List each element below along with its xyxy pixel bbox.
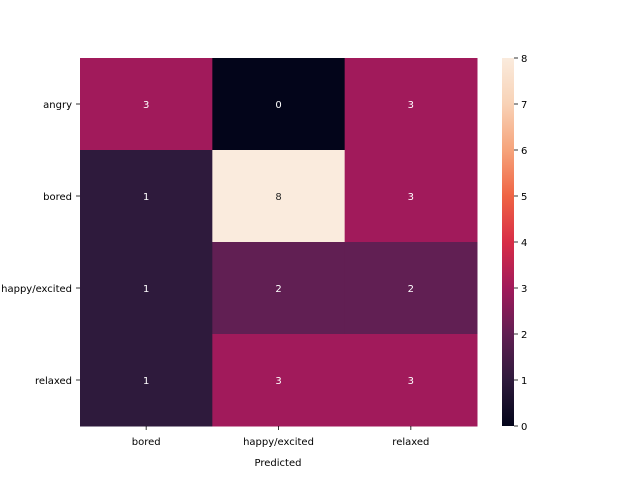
heatmap-cell [344,150,478,243]
colorbar-tick-label: 0 [521,422,527,433]
colorbar-tick-label: 2 [521,330,527,341]
cell-value: 1 [143,284,149,295]
cell-value: 1 [143,192,149,203]
heatmap-cell [80,58,213,151]
cell-value: 3 [143,100,149,111]
y-tick-label: angry [43,100,72,111]
x-axis-label: Predicted [255,458,302,469]
cell-value: 3 [275,376,281,387]
cell-value: 3 [408,192,414,203]
heatmap-cell [212,58,346,151]
heatmap-cell [80,242,213,335]
x-axis: bored happy/excited relaxed [132,426,429,448]
colorbar-tick-label: 7 [521,100,527,111]
cell-value: 2 [275,284,281,295]
colorbar-tick-label: 6 [521,146,527,157]
y-tick-label: happy/excited [1,284,72,295]
heatmap-cell [344,334,478,427]
heatmap-cells [80,58,478,427]
heatmap-cell [212,150,346,243]
y-axis: angry bored happy/excited relaxed [1,100,80,387]
cell-value: 2 [408,284,414,295]
cell-value: 1 [143,376,149,387]
heatmap-cell [80,334,213,427]
x-tick-label: bored [132,437,161,448]
heatmap-cell [344,58,478,151]
heatmap-cell [212,242,346,335]
colorbar-tick-label: 5 [521,192,527,203]
colorbar-tick-label: 4 [521,238,527,249]
cell-value: 3 [408,376,414,387]
colorbar-tick-label: 8 [521,54,527,65]
colorbar-tick-label: 3 [521,284,527,295]
cell-annotations: 3 0 3 1 8 3 1 2 2 1 3 3 [143,100,414,387]
colorbar-gradient [502,58,514,426]
cell-value: 0 [275,100,281,111]
heatmap-cell [344,242,478,335]
heatmap-cell [212,334,346,427]
x-tick-label: relaxed [392,437,429,448]
colorbar: 0 1 2 3 4 5 6 7 8 [502,54,527,433]
cell-value: 8 [275,192,281,203]
heatmap-cell [80,150,213,243]
y-tick-label: bored [43,192,72,203]
cell-value: 3 [408,100,414,111]
y-tick-label: relaxed [35,376,72,387]
x-tick-label: happy/excited [243,437,314,448]
colorbar-tick-label: 1 [521,376,527,387]
